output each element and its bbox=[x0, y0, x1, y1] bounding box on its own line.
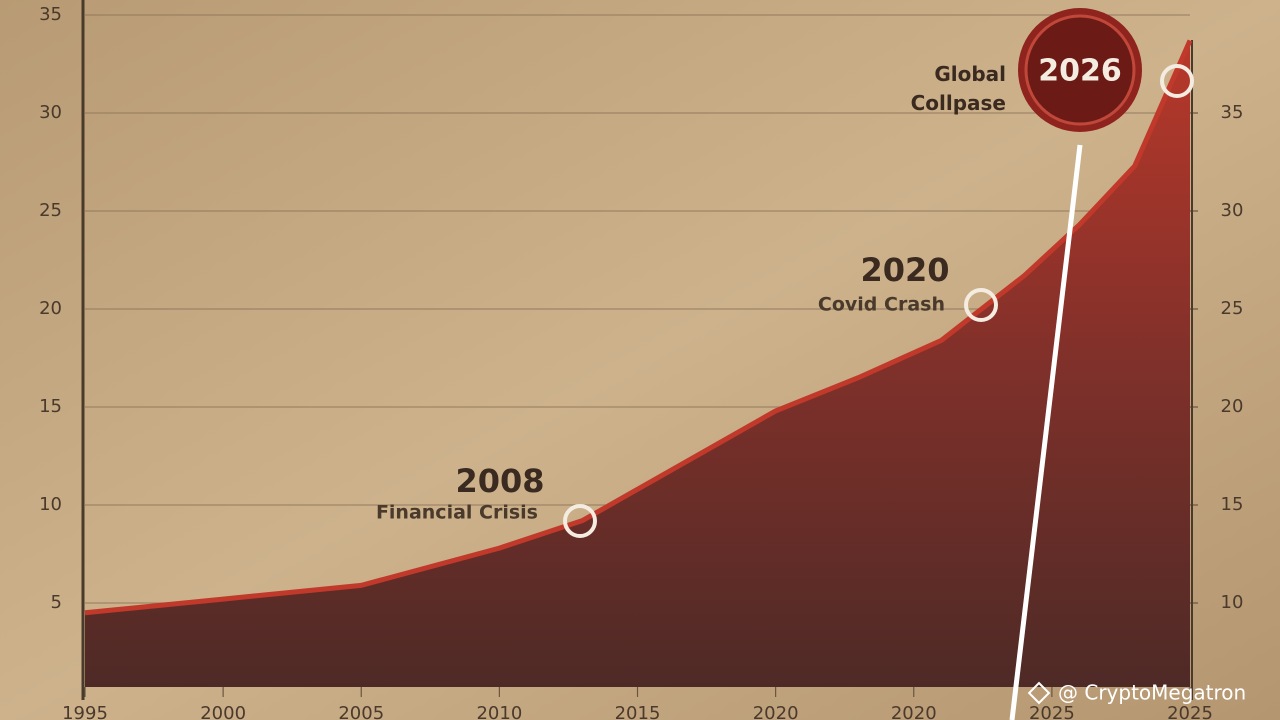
y2-tick-label: 15 bbox=[1221, 494, 1244, 515]
watermark: @ CryptoMegatron bbox=[1058, 681, 1246, 705]
y-tick-label: 35 bbox=[39, 4, 62, 25]
y2-tick-label: 30 bbox=[1221, 200, 1244, 221]
y-tick-label: 25 bbox=[39, 200, 62, 221]
pointer-line bbox=[1009, 144, 1083, 720]
area bbox=[85, 40, 1190, 688]
badge-year: 2026 bbox=[1038, 54, 1122, 89]
line bbox=[84, 39, 1193, 616]
x-tick-label: 1995 bbox=[62, 703, 108, 720]
x-tick-label: 2000 bbox=[200, 703, 246, 720]
y-tick-label: 5 bbox=[51, 592, 62, 613]
annotation-text: Global Collpase bbox=[911, 62, 1006, 115]
annotation-year: 2008 bbox=[455, 462, 544, 500]
x-tick-label: 2025 bbox=[1029, 703, 1075, 720]
x-tick-label: 2005 bbox=[338, 703, 384, 720]
y2-tick-label: 25 bbox=[1221, 298, 1244, 319]
x-tick-label: 2010 bbox=[476, 703, 522, 720]
annotation-year: 2020 bbox=[860, 251, 949, 289]
x-tick-label: 2020 bbox=[891, 703, 937, 720]
y2-tick-label: 20 bbox=[1221, 396, 1244, 417]
y-tick-label: 30 bbox=[39, 102, 62, 123]
y-tick-label: 15 bbox=[39, 396, 62, 417]
annotation-marker bbox=[563, 504, 597, 538]
y-tick-label: 20 bbox=[39, 298, 62, 319]
x-tick-label: 2015 bbox=[615, 703, 661, 720]
watermark-icon bbox=[1027, 681, 1051, 705]
y-tick-label: 10 bbox=[39, 494, 62, 515]
x-tick-label: 2020 bbox=[753, 703, 799, 720]
annotation-text: Covid Crash bbox=[818, 294, 945, 316]
annotation-marker bbox=[964, 288, 998, 322]
annotation-text: Financial Crisis bbox=[376, 502, 538, 524]
y2-tick-label: 35 bbox=[1221, 102, 1244, 123]
y2-tick-label: 10 bbox=[1221, 592, 1244, 613]
x-tick-label: 2025 bbox=[1167, 703, 1213, 720]
marker-2026 bbox=[1160, 64, 1194, 98]
badge-inner bbox=[1024, 14, 1136, 126]
